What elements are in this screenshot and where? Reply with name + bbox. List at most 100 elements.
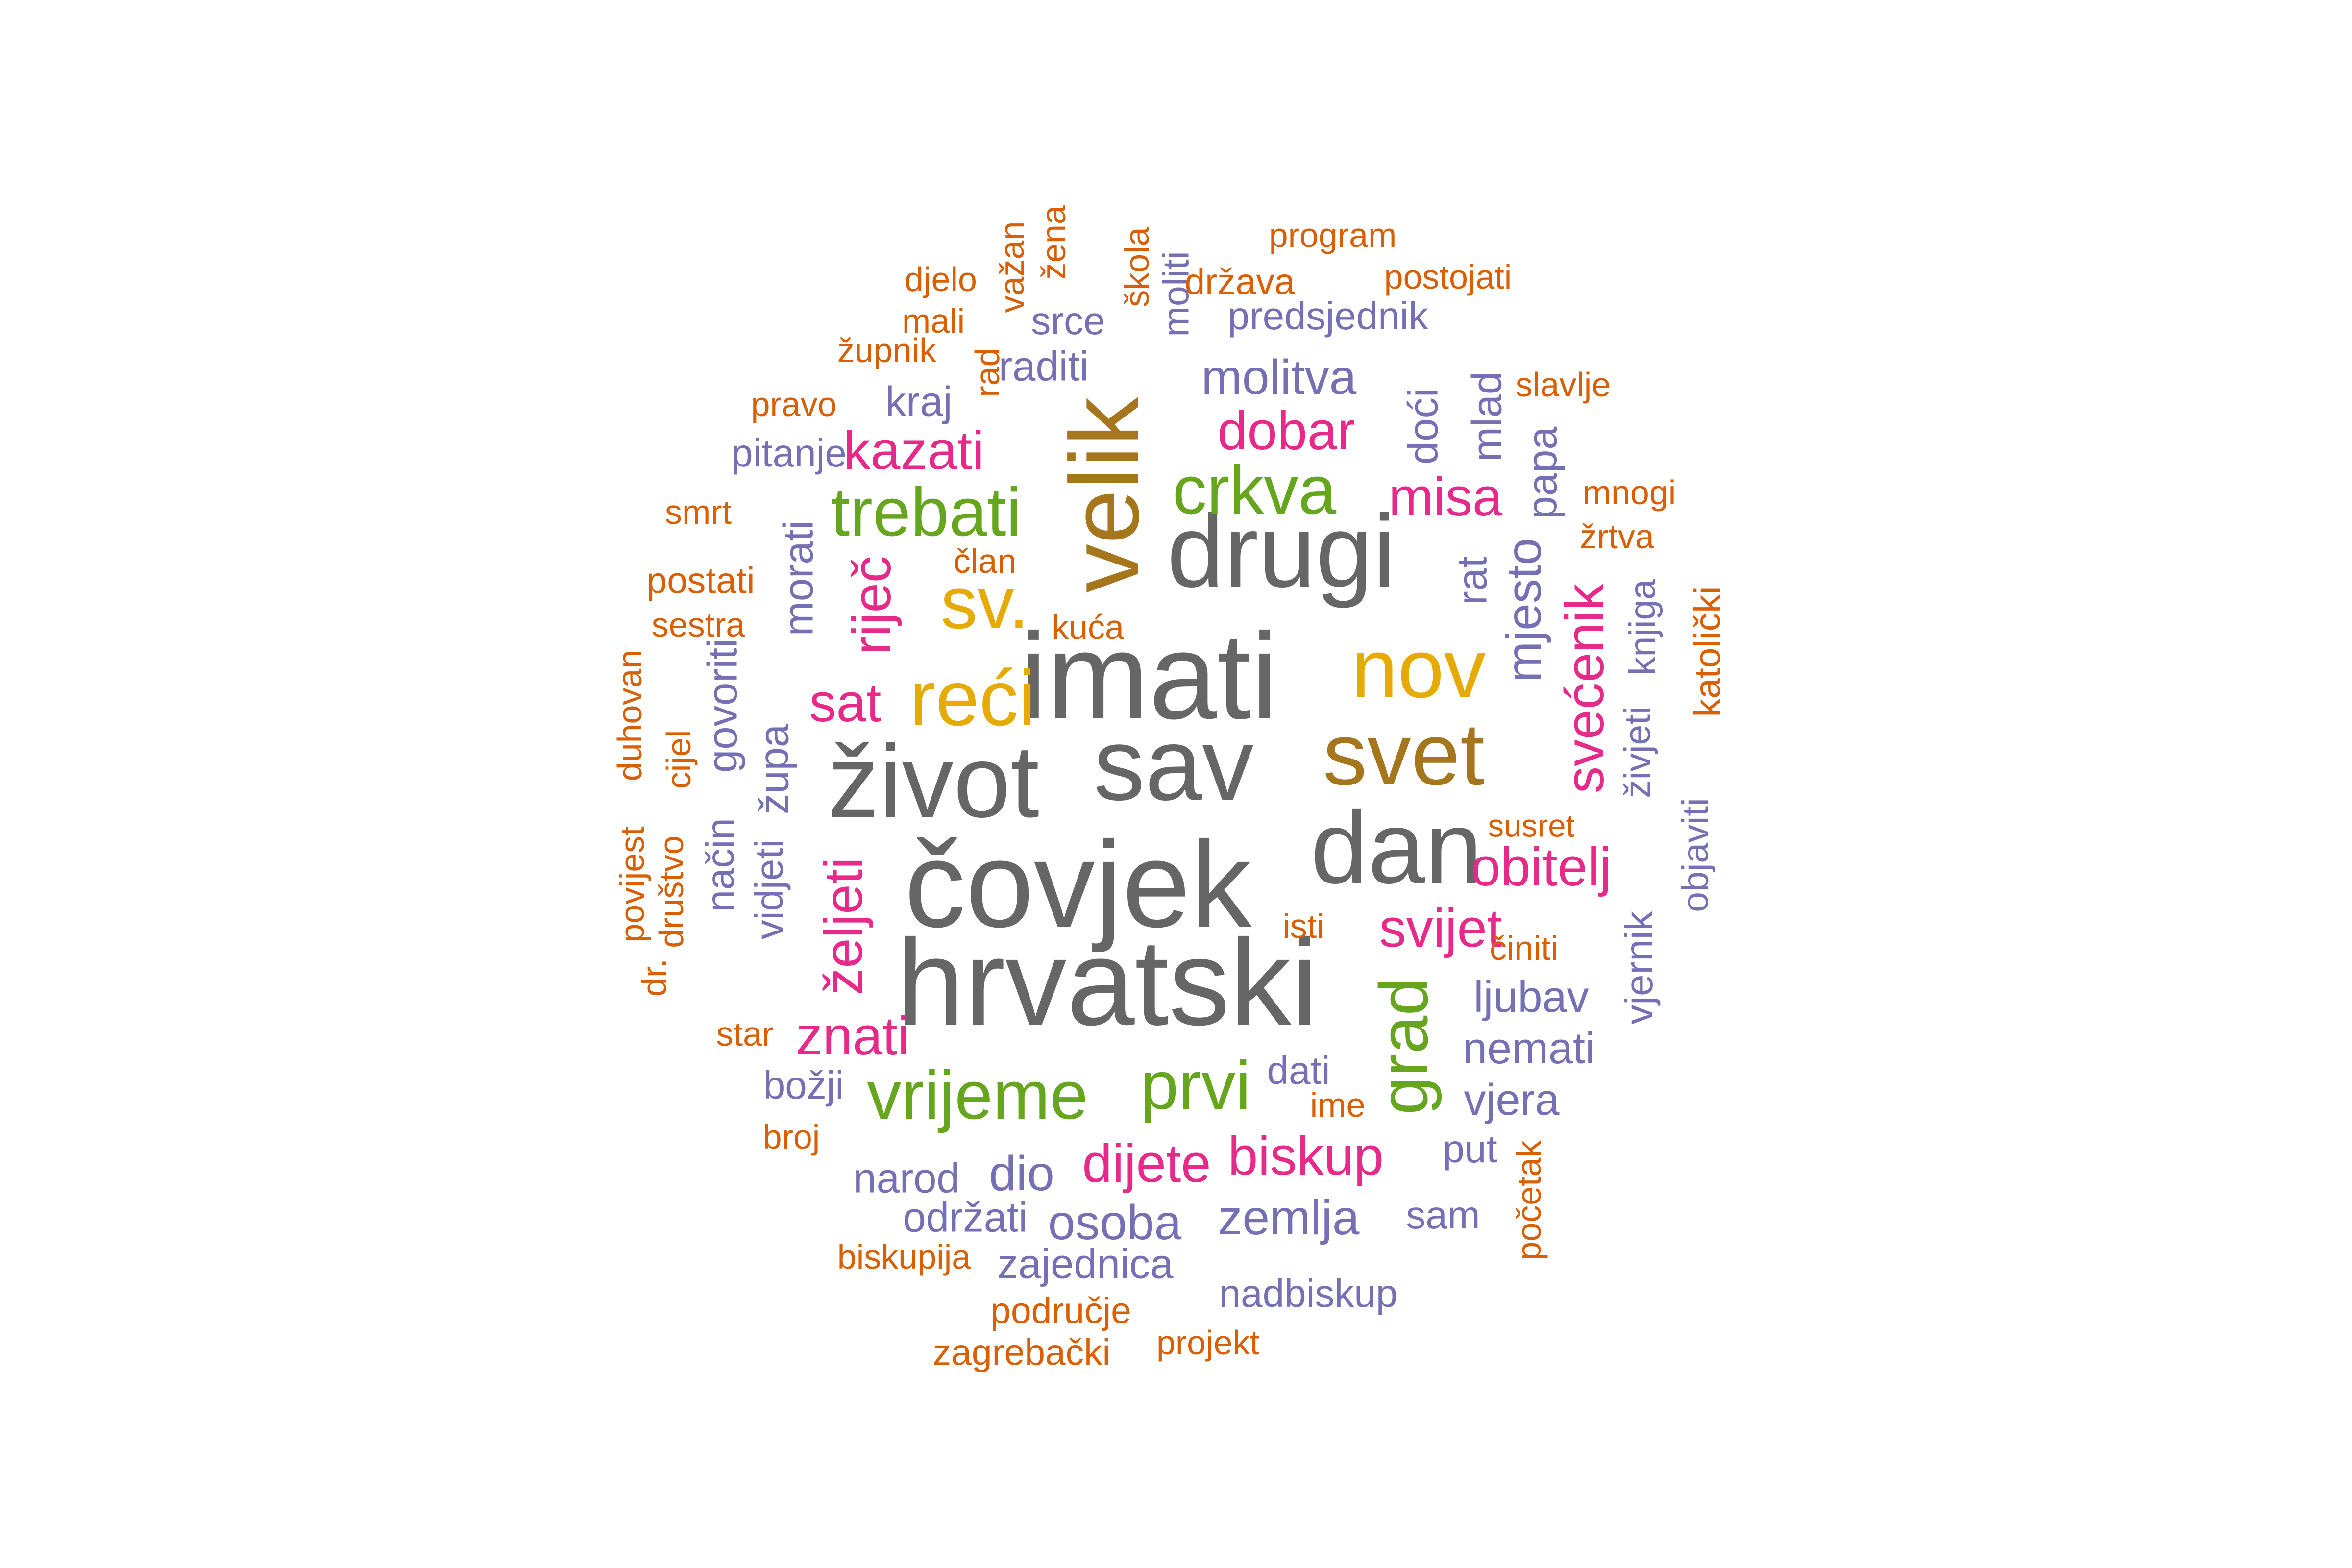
word-objaviti: objaviti (1674, 798, 1716, 912)
word-broj: broj (762, 1118, 820, 1156)
word-papa: papa (1519, 426, 1566, 519)
word-hrvatski: hrvatski (896, 914, 1319, 1051)
word-put: put (1443, 1127, 1497, 1171)
word-rad: rad (968, 347, 1006, 397)
word-kazati: kazati (843, 420, 984, 481)
word-srce: srce (1031, 299, 1105, 343)
word-sav: sav (1093, 707, 1254, 822)
word-obitelj: obitelj (1470, 837, 1612, 897)
word-osoba: osoba (1048, 1195, 1182, 1250)
word-svecenik: svećenik (1555, 584, 1615, 793)
word-zeljeti: željeti (813, 857, 874, 995)
word-rat: rat (1449, 556, 1496, 605)
word-susret: susret (1488, 808, 1575, 844)
word-zagrebacki: zagrebački (932, 1331, 1111, 1373)
word-pitanje: pitanje (731, 431, 847, 475)
word-zupa: župa (751, 724, 798, 815)
word-drugi: drugi (1167, 493, 1396, 609)
word-crkva: crkva (1172, 451, 1337, 528)
word-zemlja: zemlja (1218, 1190, 1360, 1245)
word-imati: imati (1020, 608, 1278, 744)
word-mnogi: mnogi (1582, 473, 1676, 512)
word-postojati: postojati (1384, 258, 1512, 296)
word-povijest: povijest (613, 826, 651, 943)
word-vazan: važan (993, 221, 1031, 313)
word-znati: znati (795, 1006, 910, 1066)
word-nov: nov (1351, 622, 1486, 715)
word-vjera: vjera (1464, 1076, 1560, 1125)
word-podrucje: područje (990, 1290, 1131, 1331)
word-biskup: biskup (1228, 1126, 1384, 1186)
word-projekt: projekt (1156, 1323, 1260, 1362)
word-cijel: cijel (660, 730, 698, 789)
word-dobar: dobar (1217, 401, 1355, 461)
word-mlad: mlad (1464, 371, 1511, 462)
word-star: star (716, 1015, 774, 1053)
word-govoriti: govoriti (699, 638, 746, 773)
word-duhovan: duhovan (611, 649, 649, 782)
word-zrtva: žrtva (1580, 517, 1654, 556)
word-ljubav: ljubav (1473, 973, 1589, 1022)
word-drustvo: društvo (652, 835, 690, 948)
word-bozji: božji (763, 1063, 844, 1107)
word-kuca: kuća (1052, 608, 1124, 646)
word-velik: velik (1050, 396, 1159, 593)
word-drzava: država (1184, 261, 1295, 302)
word-isti: isti (1282, 907, 1324, 945)
word-sv: sv. (940, 562, 1029, 644)
word-mjesto: mjesto (1496, 538, 1551, 683)
word-prvi: prvi (1140, 1047, 1251, 1124)
word-dan: dan (1310, 790, 1483, 905)
word-zajednica: zajednica (997, 1241, 1174, 1288)
word-misa: misa (1388, 467, 1503, 527)
word-zivot: život (828, 724, 1039, 839)
word-grad: grad (1365, 977, 1442, 1115)
word-raditi: raditi (998, 343, 1089, 390)
word-mali: mali (902, 302, 965, 340)
word-dio: dio (989, 1146, 1054, 1201)
word-dr: dr. (635, 958, 673, 997)
word-program: program (1269, 216, 1397, 254)
word-narod: narod (853, 1155, 960, 1202)
word-ime: ime (1310, 1086, 1366, 1124)
word-smrt: smrt (664, 493, 732, 531)
word-predsjednik: predsjednik (1227, 294, 1428, 338)
word-sat: sat (809, 673, 882, 733)
word-zena: žena (1034, 205, 1073, 280)
word-dijete: dijete (1082, 1133, 1211, 1194)
word-reci: reći (909, 654, 1036, 742)
word-trebati: trebati (831, 473, 1022, 550)
word-morati: morati (775, 520, 822, 637)
word-postati: postati (646, 560, 755, 601)
word-vidjeti: vidjeti (747, 839, 791, 940)
word-svijet: svijet (1379, 898, 1502, 958)
word-rijec: riječ (842, 556, 902, 655)
word-zivjeti: živjeti (1617, 706, 1658, 798)
word-katolicki: katolički (1687, 586, 1728, 717)
word-pocetak: početak (1510, 1140, 1548, 1261)
word-djelo: djelo (905, 260, 977, 298)
word-molitva: molitva (1201, 350, 1357, 405)
word-sestra: sestra (651, 606, 745, 644)
word-ciniti: činiti (1489, 929, 1559, 967)
word-nadbiskup: nadbiskup (1219, 1272, 1398, 1315)
word-knjiga: knjiga (1621, 579, 1663, 675)
word-nacin: način (698, 818, 742, 912)
word-pravo: pravo (751, 385, 837, 423)
word-dati: dati (1267, 1049, 1330, 1092)
word-kraj: kraj (885, 378, 953, 425)
word-covjek: čovjek (904, 816, 1252, 953)
word-skola: škola (1118, 227, 1156, 307)
word-slavlje: slavlje (1515, 366, 1611, 404)
word-sam: sam (1406, 1193, 1480, 1237)
word-vjernik: vjernik (1617, 911, 1661, 1025)
word-vrijeme: vrijeme (867, 1056, 1088, 1133)
word-clan: član (953, 542, 1017, 580)
word-nemati: nemati (1462, 1024, 1595, 1073)
word-svet: svet (1323, 705, 1485, 804)
word-doci: doći (1400, 388, 1447, 465)
word-biskupija: biskupija (837, 1238, 971, 1276)
word-odrzati: održati (903, 1194, 1028, 1241)
word-zupnik: župnik (837, 331, 937, 369)
